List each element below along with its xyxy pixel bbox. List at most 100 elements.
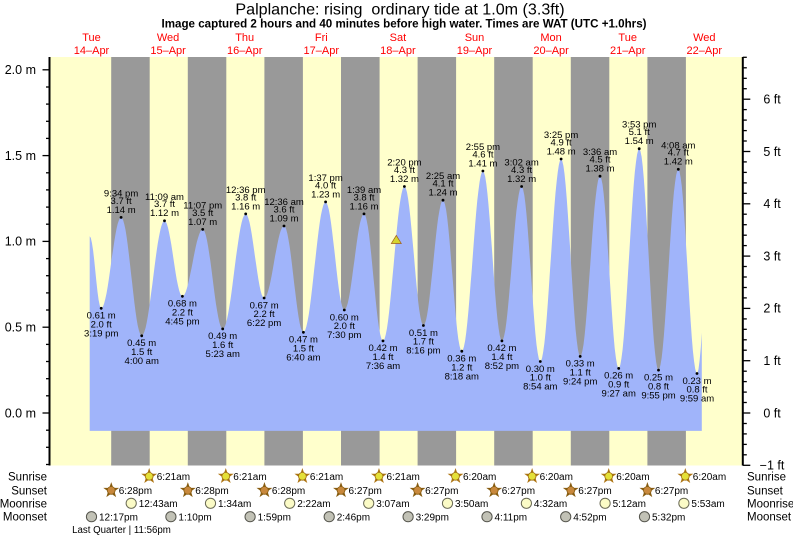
svg-text:1.38 m: 1.38 m: [585, 164, 614, 175]
svg-text:4.5 ft: 4.5 ft: [589, 155, 610, 166]
svg-text:6:27pm: 6:27pm: [655, 486, 688, 497]
svg-text:3.8 ft: 3.8 ft: [235, 192, 256, 203]
svg-text:1.07 m: 1.07 m: [188, 217, 217, 228]
svg-text:3:36 am: 3:36 am: [583, 147, 617, 158]
svg-text:0.47 m: 0.47 m: [289, 335, 318, 346]
svg-text:0.30 m: 0.30 m: [526, 364, 555, 375]
svg-text:Moonrise: Moonrise: [0, 498, 47, 510]
svg-text:2.0 m: 2.0 m: [5, 63, 36, 77]
svg-text:3:29pm: 3:29pm: [416, 512, 449, 523]
svg-text:1.5 ft: 1.5 ft: [131, 347, 152, 358]
svg-text:6:40 am: 6:40 am: [286, 353, 320, 364]
svg-text:3.7 ft: 3.7 ft: [154, 199, 175, 210]
svg-text:6:20am: 6:20am: [540, 472, 573, 483]
svg-text:4.3 ft: 4.3 ft: [394, 165, 415, 176]
svg-text:Wed: Wed: [693, 32, 715, 44]
svg-text:1.7 ft: 1.7 ft: [413, 337, 434, 348]
svg-text:0.8 ft: 0.8 ft: [648, 381, 669, 392]
svg-text:3 ft: 3 ft: [763, 249, 781, 263]
svg-text:1.32 m: 1.32 m: [507, 174, 536, 185]
svg-text:6:20am: 6:20am: [463, 472, 496, 483]
svg-text:4.7 ft: 4.7 ft: [668, 148, 689, 159]
svg-text:6:21am: 6:21am: [387, 472, 420, 483]
svg-text:4:52pm: 4:52pm: [573, 512, 606, 523]
svg-text:14–Apr: 14–Apr: [74, 45, 110, 57]
svg-text:Moonset: Moonset: [747, 512, 792, 524]
svg-text:8:18 am: 8:18 am: [445, 371, 479, 382]
svg-text:21–Apr: 21–Apr: [610, 45, 646, 57]
svg-text:−1 ft: −1 ft: [760, 459, 785, 473]
svg-text:12:17pm: 12:17pm: [99, 512, 138, 523]
svg-text:1.4 ft: 1.4 ft: [372, 352, 393, 363]
svg-text:Last Quarter | 11:56pm: Last Quarter | 11:56pm: [72, 525, 171, 536]
svg-text:Moonset: Moonset: [3, 512, 48, 524]
svg-text:6:21am: 6:21am: [157, 472, 190, 483]
svg-text:9:27 am: 9:27 am: [602, 389, 636, 400]
svg-text:9:59 am: 9:59 am: [680, 394, 714, 405]
svg-text:Sunset: Sunset: [747, 485, 784, 497]
svg-text:0.33 m: 0.33 m: [566, 359, 595, 370]
svg-text:4.1 ft: 4.1 ft: [432, 179, 453, 190]
svg-text:0.9 ft: 0.9 ft: [608, 380, 629, 391]
svg-text:0.5 m: 0.5 m: [5, 321, 36, 335]
svg-text:6:28pm: 6:28pm: [272, 486, 305, 497]
svg-text:4:32am: 4:32am: [534, 499, 567, 510]
svg-text:1.5 ft: 1.5 ft: [293, 344, 314, 355]
svg-text:0.49 m: 0.49 m: [208, 331, 237, 342]
svg-text:1.16 m: 1.16 m: [349, 201, 378, 212]
svg-text:Tue: Tue: [618, 32, 637, 44]
svg-text:9:34 pm: 9:34 pm: [104, 188, 138, 199]
svg-text:2.0 ft: 2.0 ft: [91, 320, 112, 331]
svg-text:17–Apr: 17–Apr: [304, 45, 340, 57]
svg-text:1 ft: 1 ft: [763, 354, 781, 368]
svg-text:1.0 m: 1.0 m: [5, 235, 36, 249]
svg-text:1.5 m: 1.5 m: [5, 149, 36, 163]
svg-text:6:27pm: 6:27pm: [578, 486, 611, 497]
svg-text:2.2 ft: 2.2 ft: [254, 309, 275, 320]
svg-text:4:00 am: 4:00 am: [125, 356, 159, 367]
svg-text:22–Apr: 22–Apr: [687, 45, 723, 57]
svg-text:1:39 am: 1:39 am: [347, 185, 381, 196]
svg-text:6:27pm: 6:27pm: [502, 486, 535, 497]
svg-text:0.42 m: 0.42 m: [487, 343, 516, 354]
svg-text:4.0 ft: 4.0 ft: [315, 180, 336, 191]
svg-text:1:37 pm: 1:37 pm: [308, 173, 342, 184]
svg-text:12:36 am: 12:36 am: [264, 197, 304, 208]
svg-text:1.23 m: 1.23 m: [311, 189, 340, 200]
svg-text:0.8 ft: 0.8 ft: [686, 385, 707, 396]
svg-text:3.5 ft: 3.5 ft: [192, 208, 213, 219]
svg-text:8:54 am: 8:54 am: [523, 382, 557, 393]
svg-text:1.09 m: 1.09 m: [269, 213, 298, 224]
svg-text:1.32 m: 1.32 m: [390, 174, 419, 185]
svg-text:3:02 am: 3:02 am: [504, 158, 538, 169]
svg-text:6:28pm: 6:28pm: [119, 486, 152, 497]
svg-text:7:30 pm: 7:30 pm: [327, 330, 361, 341]
svg-text:1.2 ft: 1.2 ft: [451, 362, 472, 373]
svg-text:18–Apr: 18–Apr: [380, 45, 416, 57]
svg-text:7:36 am: 7:36 am: [366, 361, 400, 372]
svg-text:1.14 m: 1.14 m: [107, 205, 136, 216]
svg-text:2:25 am: 2:25 am: [426, 171, 460, 182]
svg-text:6:28pm: 6:28pm: [195, 486, 228, 497]
svg-text:1.0 ft: 1.0 ft: [530, 373, 551, 384]
svg-text:5:53am: 5:53am: [691, 499, 724, 510]
svg-text:1.41 m: 1.41 m: [468, 158, 497, 169]
svg-text:3.6 ft: 3.6 ft: [273, 204, 294, 215]
svg-text:3:19 pm: 3:19 pm: [84, 329, 118, 340]
svg-text:2:22am: 2:22am: [297, 499, 330, 510]
svg-text:0.42 m: 0.42 m: [368, 343, 397, 354]
svg-text:11:09 am: 11:09 am: [145, 192, 184, 203]
svg-text:Sunset: Sunset: [11, 485, 48, 497]
svg-text:1.16 m: 1.16 m: [231, 201, 260, 212]
svg-text:1.12 m: 1.12 m: [150, 208, 179, 219]
svg-text:4.9 ft: 4.9 ft: [551, 137, 572, 148]
svg-text:0.60 m: 0.60 m: [330, 312, 359, 323]
svg-text:20–Apr: 20–Apr: [533, 45, 569, 57]
svg-text:5:23 am: 5:23 am: [206, 349, 240, 360]
svg-text:0.23 m: 0.23 m: [682, 376, 711, 387]
svg-text:1:10pm: 1:10pm: [178, 512, 211, 523]
svg-text:Sunrise: Sunrise: [8, 471, 47, 483]
svg-text:11:07 pm: 11:07 pm: [183, 200, 222, 211]
svg-text:5.1 ft: 5.1 ft: [629, 127, 650, 138]
svg-text:Moonrise: Moonrise: [747, 498, 793, 510]
